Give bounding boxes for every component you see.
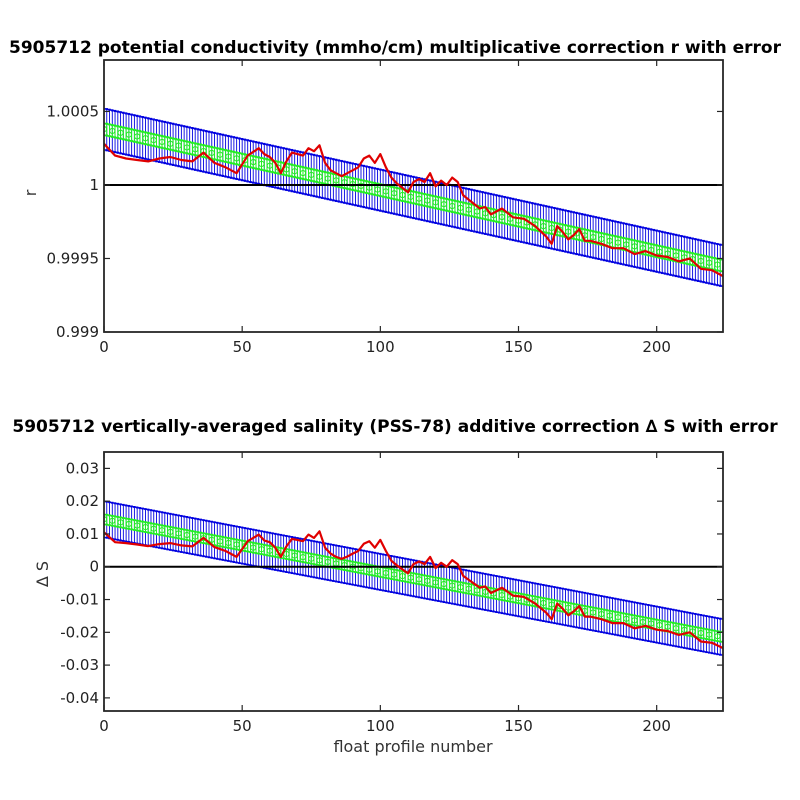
salinity-correction-chart: 5905712 vertically-averaged salinity (PS… xyxy=(12,417,778,756)
axes-frame xyxy=(103,451,724,712)
plot-area xyxy=(104,500,723,656)
x-axis-label: float profile number xyxy=(333,737,493,756)
axes-frame xyxy=(103,59,724,333)
y-tick-label: -0.04 xyxy=(60,689,99,707)
x-tick-label: 150 xyxy=(504,717,533,735)
y-axis-label: r xyxy=(21,189,40,196)
y-axis-label: ∆ S xyxy=(33,561,52,588)
y-tick-label: 0.9995 xyxy=(47,249,100,267)
y-tick-label: 0 xyxy=(89,558,99,576)
y-tick-label: 0.01 xyxy=(66,525,99,543)
data-series-line xyxy=(104,530,723,650)
x-tick-label: 0 xyxy=(99,338,109,356)
r-correction-chart: 5905712 potential conductivity (mmho/cm)… xyxy=(9,38,782,356)
inner-error-bars xyxy=(104,122,723,273)
y-tick-label: 1.0005 xyxy=(47,102,100,120)
chart-title: 5905712 potential conductivity (mmho/cm)… xyxy=(9,38,782,58)
x-tick-label: 100 xyxy=(366,338,395,356)
plot-area xyxy=(104,108,723,287)
x-tick-label: 200 xyxy=(642,717,671,735)
x-tick-label: 150 xyxy=(504,338,533,356)
chart-title: 5905712 vertically-averaged salinity (PS… xyxy=(12,417,778,437)
y-tick-label: 0.02 xyxy=(66,492,99,510)
data-series-line xyxy=(104,143,723,278)
x-tick-label: 0 xyxy=(99,717,109,735)
x-tick-label: 200 xyxy=(642,338,671,356)
x-tick-label: 100 xyxy=(366,717,395,735)
x-tick-label: 50 xyxy=(233,338,252,356)
y-tick-label: 0.03 xyxy=(66,459,99,477)
y-tick-label: -0.01 xyxy=(60,591,99,609)
x-tick-label: 50 xyxy=(233,717,252,735)
y-tick-label: -0.02 xyxy=(60,623,99,641)
y-tick-label: 1 xyxy=(89,176,99,194)
y-tick-label: -0.03 xyxy=(60,656,99,674)
y-tick-label: 0.999 xyxy=(56,323,99,341)
